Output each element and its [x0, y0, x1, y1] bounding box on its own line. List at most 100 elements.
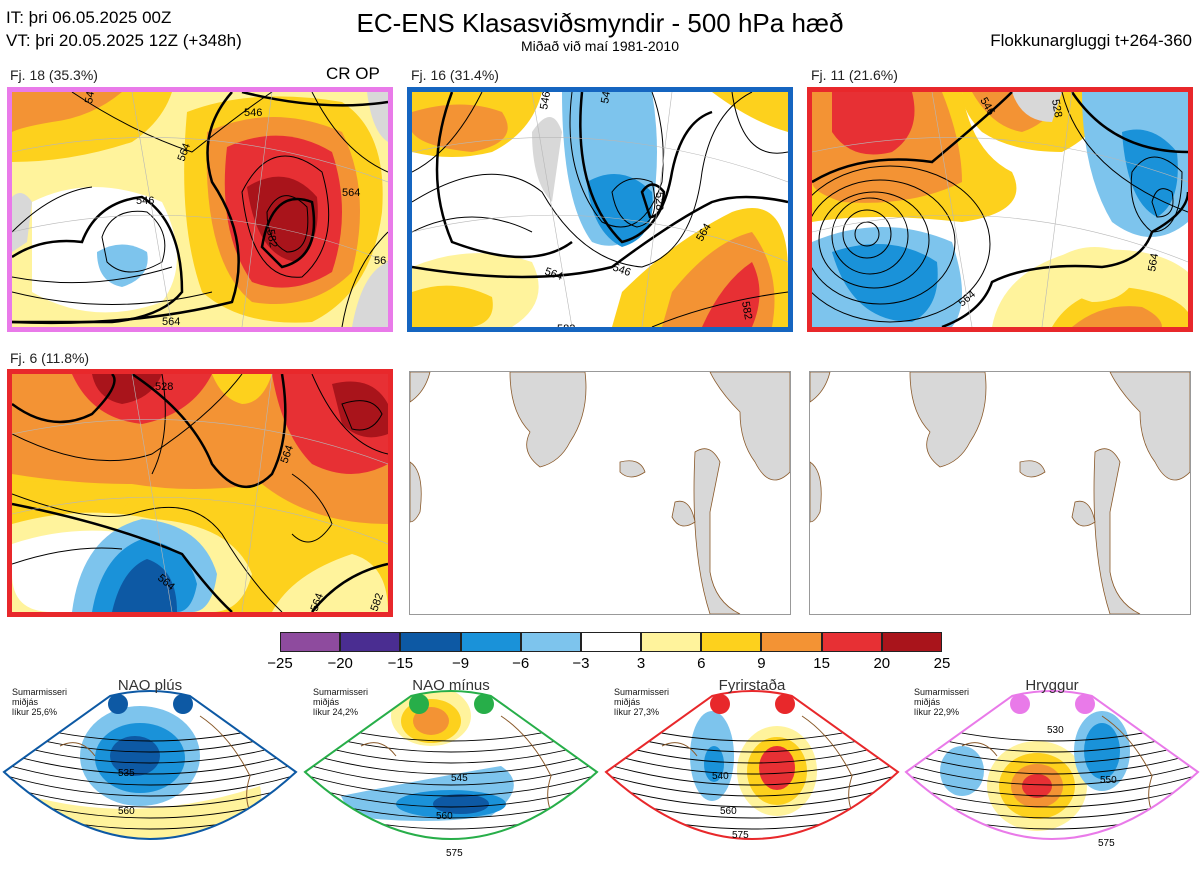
regime-contour-label: 535 — [118, 768, 135, 779]
panel-3-label: Fj. 11 (21.6%) — [811, 67, 898, 83]
panel-1-contour-label: 546 — [83, 92, 98, 105]
regime-title: NAO mínus — [412, 677, 490, 694]
regime-stats: Sumarmisseri miðjás líkur 24,2% — [313, 687, 368, 717]
cluster-window: Flokkunargluggi t+264-360 — [990, 31, 1192, 50]
panel-4-contour-label: 564 — [279, 444, 297, 465]
initial-time: IT: þri 06.05.2025 00Z — [6, 8, 172, 27]
panel-4-contour-label: 564 — [309, 592, 327, 612]
regime-marker-dot — [710, 694, 730, 714]
panel-1-contour-label: 546 — [244, 107, 262, 119]
regime-contour-label: 575 — [732, 830, 749, 841]
regime-panel: 540 560 575 — [602, 676, 902, 866]
regime-marker-dot — [1010, 694, 1030, 714]
regime-stat-line: miðjás — [914, 697, 941, 707]
colorbar-cell — [821, 632, 882, 652]
regime-contour-label: 530 — [1047, 725, 1064, 736]
regime-stat-line: miðjás — [12, 697, 39, 707]
panel-3-contour-label: 528 — [1049, 98, 1064, 118]
colorbar-tick-label: −20 — [327, 655, 353, 672]
regime-stat-line: Sumarmisseri — [313, 687, 369, 697]
panel-4-contour-label: 528 — [155, 381, 173, 393]
cluster-map-2: 546 528 546 564 564 582 582 546 — [407, 87, 793, 332]
regime-contour-label: 575 — [446, 848, 463, 859]
panel-4-label: Fj. 6 (11.8%) — [10, 350, 90, 366]
colorbar-cell — [641, 632, 702, 652]
colorbar-cell — [701, 632, 762, 652]
regime-panel: 530 550 575 — [902, 676, 1200, 866]
panel-2-contour-label: 582 — [739, 300, 754, 320]
colorbar-tick-label: −25 — [267, 655, 293, 672]
colorbar-cell — [881, 632, 942, 652]
panel-2-contour-label: 582 — [557, 323, 575, 327]
regime-stat-line: miðjás — [614, 697, 641, 707]
regime-stat-line: Sumarmisseri — [914, 687, 970, 697]
panel-1-label: Fj. 18 (35.3%) — [10, 67, 98, 83]
panel-1-tag: CR OP — [326, 64, 380, 83]
panel-1-contour-label: 56 — [374, 255, 386, 267]
regime-stat-line: Sumarmisseri — [12, 687, 68, 697]
regime-stat-line: líkur 24,2% — [313, 707, 359, 717]
panel-2-contour-label: 564 — [543, 266, 564, 284]
regime-contour-label: 540 — [712, 771, 729, 782]
regime-title: Fyrirstaða — [718, 677, 786, 694]
valid-time: VT: þri 20.05.2025 12Z (+348h) — [6, 31, 242, 50]
colorbar-tick-label: −15 — [387, 655, 414, 672]
panel-4-contour-label: 582 — [369, 592, 387, 612]
colorbar-cell — [340, 632, 401, 652]
regime-contour-label: 560 — [720, 806, 737, 817]
panel-1-contour-label: 564 — [162, 316, 180, 327]
colorbar-cell — [280, 632, 341, 652]
regime-contour-label: 575 — [1098, 838, 1115, 849]
panel-2-label: Fj. 16 (31.4%) — [411, 67, 499, 83]
regime-title: Hryggur — [1025, 677, 1079, 694]
colorbar-cell — [400, 632, 461, 652]
panel-1-contour-label: 582 — [264, 228, 279, 248]
regime-marker-dot — [474, 694, 494, 714]
regime-marker-dot — [1075, 694, 1095, 714]
regime-contour-label: 545 — [451, 773, 468, 784]
regime-panel: 535 560 — [0, 676, 300, 866]
regime-stats: Sumarmisseri miðjás líkur 25,6% — [12, 687, 67, 717]
colorbar — [280, 632, 942, 652]
regime-stats: Sumarmisseri miðjás líkur 22,9% — [914, 687, 969, 717]
colorbar-cell — [761, 632, 822, 652]
panel-2-contour-label: 546 — [538, 92, 553, 111]
run-info: IT: þri 06.05.2025 00Z VT: þri 20.05.202… — [6, 6, 242, 52]
cluster-map-1: 546 564 546 564 582 564 546 56 — [7, 87, 393, 332]
regime-contour-label: 560 — [436, 811, 453, 822]
cluster-map-4: 528 564 564 564 582 — [7, 369, 393, 617]
colorbar-tick-label: −3 — [572, 655, 590, 672]
page-subtitle: Miðað við maí 1981-2010 — [521, 38, 679, 54]
regime-contour-label: 550 — [1100, 775, 1117, 786]
panel-3-contour-label: 564 — [1146, 252, 1161, 272]
panel-2-contour-label: 546 — [611, 262, 632, 280]
regime-stat-line: líkur 27,3% — [614, 707, 660, 717]
colorbar-tick-label: 9 — [757, 655, 766, 672]
regime-marker-dot — [409, 694, 429, 714]
colorbar-tick-label: −6 — [512, 655, 530, 672]
colorbar-tick-label: 3 — [636, 655, 646, 672]
panel-1-contour-label: 546 — [136, 195, 154, 207]
colorbar-tick-label: 15 — [813, 655, 830, 672]
page-title: EC-ENS Klasasviðsmyndir - 500 hPa hæð — [356, 8, 844, 38]
panel-2-contour-label: 528 — [653, 192, 665, 210]
regime-stats: Sumarmisseri miðjás líkur 27,3% — [614, 687, 669, 717]
regime-stat-line: Sumarmisseri — [614, 687, 670, 697]
colorbar-tick-label: 6 — [697, 655, 706, 672]
regime-stat-line: miðjás — [313, 697, 340, 707]
colorbar-cell — [460, 632, 521, 652]
regime-contour-label: 560 — [118, 806, 135, 817]
colorbar-cell — [580, 632, 642, 652]
regime-panel: 545 560 575 — [301, 676, 601, 866]
empty-map-1 — [409, 371, 791, 615]
colorbar-cell — [520, 632, 581, 652]
colorbar-tick-label: 25 — [933, 655, 951, 672]
colorbar-tick-label: 20 — [873, 655, 891, 672]
empty-map-2 — [809, 371, 1191, 615]
panel-1-contour-label: 564 — [342, 187, 360, 199]
regime-title: NAO plús — [117, 677, 183, 694]
regime-marker-dot — [108, 694, 128, 714]
colorbar-tick-label: −9 — [451, 655, 470, 672]
regime-stat-line: líkur 25,6% — [12, 707, 58, 717]
cluster-map-3: 546 528 564 564 — [807, 87, 1193, 332]
